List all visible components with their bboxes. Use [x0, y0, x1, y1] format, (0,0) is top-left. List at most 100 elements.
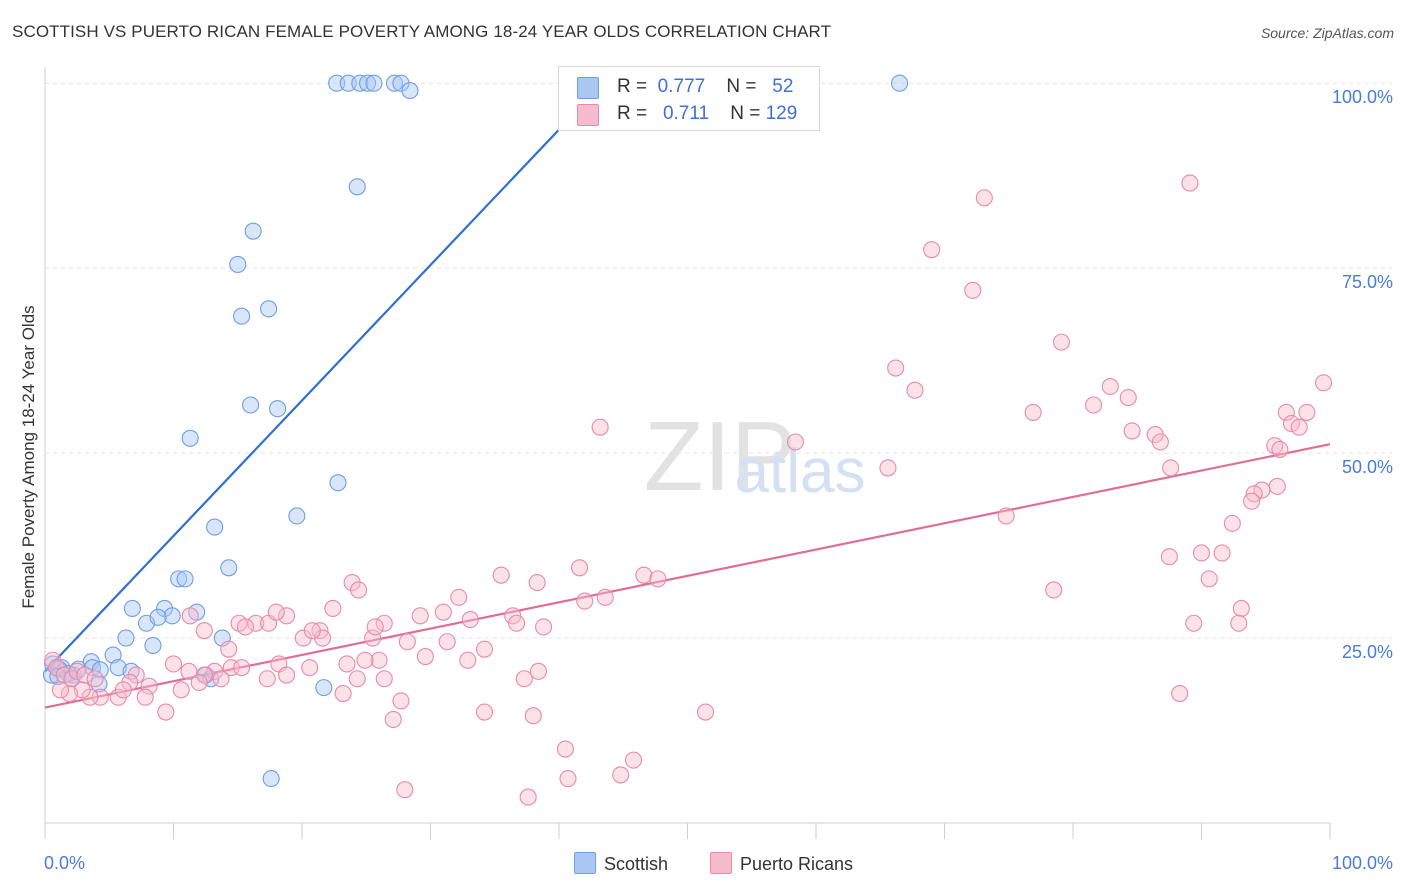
scottish-point: [170, 570, 188, 588]
puerto-ricans-point: [1181, 174, 1199, 192]
puerto-ricans-point: [1298, 403, 1316, 421]
puerto-ricans-point: [591, 418, 609, 436]
chart-title: SCOTTISH VS PUERTO RICAN FEMALE POVERTY …: [12, 22, 832, 41]
n-label: N =: [730, 103, 761, 124]
axes: [44, 67, 1331, 839]
puerto-ricans-point: [450, 588, 468, 606]
puerto-ricans-point: [278, 666, 296, 684]
scottish-point: [163, 607, 181, 625]
scottish-point: [260, 300, 278, 318]
scottish-swatch: [577, 77, 599, 99]
puerto-ricans-point: [1315, 374, 1333, 392]
scottish-point: [149, 608, 167, 626]
r-label: R =: [617, 76, 648, 97]
puerto-ricans-point: [180, 662, 198, 680]
puerto-ricans-point: [997, 507, 1015, 525]
puerto-ricans-point: [375, 670, 393, 688]
puerto-ricans-point: [492, 566, 510, 584]
scottish-point: [206, 518, 224, 536]
n-value-scottish: 52: [772, 76, 794, 97]
puerto-ricans-point: [461, 611, 479, 629]
puerto-ricans-point: [140, 677, 158, 695]
puerto-ricans-point: [212, 670, 230, 688]
puerto-ricans-point: [519, 788, 537, 806]
puerto-ricans-point: [649, 570, 667, 588]
scottish-point: [401, 82, 419, 100]
puerto-ricans-point: [906, 381, 924, 399]
puerto-ricans-point: [1271, 440, 1289, 458]
puerto-ricans-point: [416, 647, 434, 666]
scottish-legend-label: Scottish: [604, 854, 669, 874]
puerto-ricans-point: [164, 655, 183, 673]
watermark-zip: ZIP: [644, 401, 796, 511]
y-axis-label: Female Poverty Among 18-24 Year Olds: [19, 305, 38, 608]
puerto-ricans-point: [975, 189, 993, 207]
puerto-ricans-point: [475, 640, 494, 658]
puerto-ricans-point: [535, 618, 553, 636]
puerto-ricans-point: [73, 681, 91, 699]
puerto-ricans-point: [1290, 418, 1308, 436]
puerto-ricans-trend-line: [44, 443, 1331, 709]
scottish-point: [123, 599, 141, 618]
puerto-ricans-point: [1123, 422, 1141, 440]
puerto-ricans-point: [508, 614, 526, 632]
puerto-ricans-point: [356, 651, 374, 669]
correlation-legend: R = 0.777 N = 52 R = 0.711 N = 129: [558, 66, 820, 131]
scottish-point: [242, 396, 260, 414]
puerto-ricans-point: [879, 459, 897, 477]
scottish-point: [329, 474, 347, 492]
scottish-point: [365, 74, 383, 92]
puerto-ricans-point: [1230, 614, 1248, 632]
puerto-ricans-point: [1171, 684, 1189, 703]
puerto-ricans-point: [1192, 544, 1211, 562]
puerto-ricans-point: [434, 603, 452, 621]
legend-item-scottish: Scottish: [574, 852, 668, 875]
scottish-point: [181, 429, 199, 447]
puerto-ricans-point: [529, 662, 547, 680]
x-tick-label-right: 100.0%: [1332, 853, 1393, 873]
puerto-ricans-point: [1200, 570, 1218, 588]
puerto-ricans-point: [86, 670, 104, 688]
puerto-ricans-point: [1243, 492, 1261, 510]
puerto-ricans-point: [612, 766, 630, 784]
scottish-point: [315, 679, 333, 697]
puerto-ricans-point: [334, 684, 352, 703]
puerto-ricans-point: [696, 703, 715, 721]
r-value-puerto-ricans: 0.711: [662, 103, 710, 124]
puerto-ricans-point: [366, 618, 384, 636]
scottish-point: [117, 629, 135, 647]
y-tick-label: 25.0%: [1342, 642, 1393, 662]
scottish-legend-swatch: [574, 852, 596, 874]
tick-labels: 25.0% 50.0% 75.0% 100.0% 0.0% 100.0%: [44, 87, 1393, 873]
puerto-ricans-point: [1085, 396, 1103, 414]
puerto-ricans-point: [278, 607, 296, 625]
gridlines: [45, 82, 1392, 639]
scottish-point: [144, 636, 162, 654]
puerto-ricans-point: [136, 688, 154, 706]
puerto-ricans-point: [576, 592, 594, 610]
scottish-point: [348, 178, 366, 196]
puerto-ricans-point: [375, 614, 393, 632]
scottish-point: [244, 222, 262, 240]
puerto-ricans-point: [515, 670, 533, 688]
puerto-ricans-point: [220, 640, 238, 658]
puerto-ricans-point: [475, 703, 494, 721]
puerto-ricans-point: [324, 599, 342, 618]
puerto-ricans-point: [571, 559, 589, 577]
puerto-ricans-point: [624, 751, 643, 769]
puerto-ricans-point: [338, 655, 356, 673]
puerto-ricans-point: [524, 707, 542, 725]
puerto-ricans-point: [181, 607, 199, 625]
scottish-point: [339, 74, 357, 92]
scottish-point: [233, 307, 251, 325]
scottish-point: [49, 667, 67, 686]
puerto-ricans-point: [157, 703, 175, 721]
puerto-ricans-point: [887, 359, 905, 377]
puerto-ricans-point: [396, 781, 414, 799]
puerto-ricans-point: [76, 666, 94, 684]
puerto-ricans-point: [398, 633, 416, 651]
y-tick-label: 50.0%: [1342, 457, 1393, 477]
puerto-ricans-swatch: [577, 104, 599, 126]
puerto-ricans-point: [222, 659, 240, 677]
